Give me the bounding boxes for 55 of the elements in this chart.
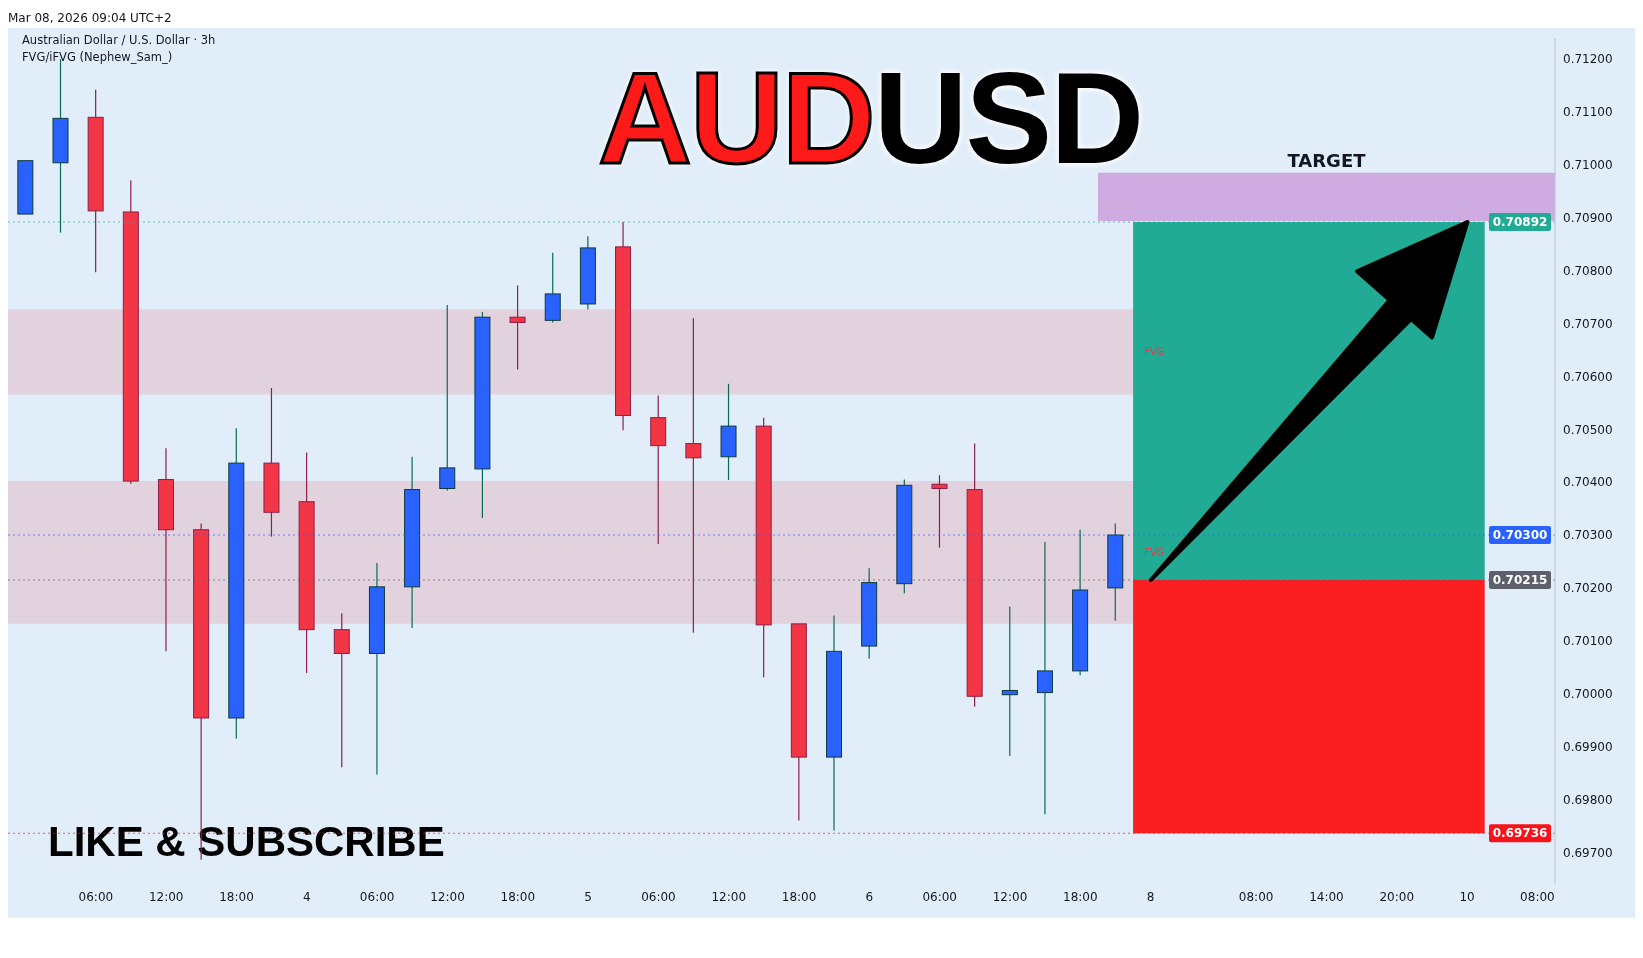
candlestick: [333, 612, 350, 768]
x-tick-label: 4: [303, 889, 311, 904]
y-tick-label: 0.70300: [1563, 528, 1613, 543]
y-tick-label: 0.70600: [1563, 369, 1613, 384]
x-tick-label: 08:00: [1238, 889, 1274, 904]
y-tick-label: 0.71000: [1563, 158, 1613, 173]
chart-title: AUDUSD: [598, 45, 1143, 191]
x-tick-label: 12:00: [430, 889, 465, 904]
x-tick-label: 10: [1459, 889, 1475, 904]
y-tick-label: 0.70200: [1563, 581, 1613, 596]
y-tick-label: 0.71200: [1563, 52, 1613, 67]
candlestick: [931, 474, 948, 549]
y-tick-label: 0.70900: [1563, 211, 1613, 226]
ref-line-label: 0.70892: [1492, 215, 1548, 230]
candlestick: [439, 304, 456, 492]
candlestick: [509, 284, 526, 371]
x-tick-label: 12:00: [992, 889, 1028, 904]
y-tick-label: 0.69800: [1563, 792, 1613, 807]
x-tick-label: 06:00: [78, 889, 114, 904]
candlestick: [1001, 605, 1018, 757]
band-label: FVG: [1143, 547, 1165, 559]
band-label: TARGET: [1287, 149, 1367, 171]
y-tick-label: 0.70800: [1563, 263, 1613, 278]
y-tick-label: 0.70000: [1563, 686, 1613, 701]
x-tick-label: 12:00: [711, 889, 747, 904]
ref-line-label: 0.69736: [1492, 826, 1548, 841]
x-tick-label: 18:00: [500, 889, 536, 904]
x-tick-label: 8: [1146, 889, 1155, 904]
y-tick-label: 0.70400: [1563, 475, 1613, 490]
x-tick-label: 18:00: [781, 889, 817, 904]
band-label: FVG: [1143, 346, 1165, 358]
x-tick-label: 08:00: [1520, 889, 1555, 904]
x-tick-label: 20:00: [1379, 889, 1415, 904]
chart-subtitle: Australian Dollar / U.S. Dollar · 3h: [22, 32, 216, 49]
y-tick-label: 0.71100: [1563, 105, 1613, 120]
y-tick-label: 0.69700: [1563, 845, 1613, 860]
annotation: FVG/iFVG (Nephew_Sam_): [22, 49, 174, 66]
x-tick-label: 5: [584, 889, 592, 904]
x-tick-label: 14:00: [1309, 889, 1344, 904]
x-tick-label: 18:00: [1063, 889, 1098, 904]
x-tick-label: 06:00: [922, 889, 958, 904]
x-tick-label: 06:00: [641, 889, 676, 904]
x-tick-label: 06:00: [359, 889, 395, 904]
x-tick-label: 18:00: [219, 889, 254, 904]
y-tick-label: 0.70500: [1563, 422, 1613, 437]
y-tick-label: 0.69900: [1563, 739, 1613, 754]
candlestick: [1036, 541, 1053, 815]
y-tick-label: 0.70100: [1563, 634, 1613, 649]
ref-line-label: 0.70300: [1492, 528, 1548, 543]
x-tick-label: 6: [865, 889, 874, 904]
text: Mar 08, 2026 09:04 UTC+2: [8, 10, 173, 27]
candlestick: [685, 317, 702, 634]
ref-line-label: 0.70215: [1492, 572, 1548, 587]
x-tick-label: 12:00: [148, 889, 184, 904]
y-tick-label: 0.70700: [1563, 316, 1613, 331]
